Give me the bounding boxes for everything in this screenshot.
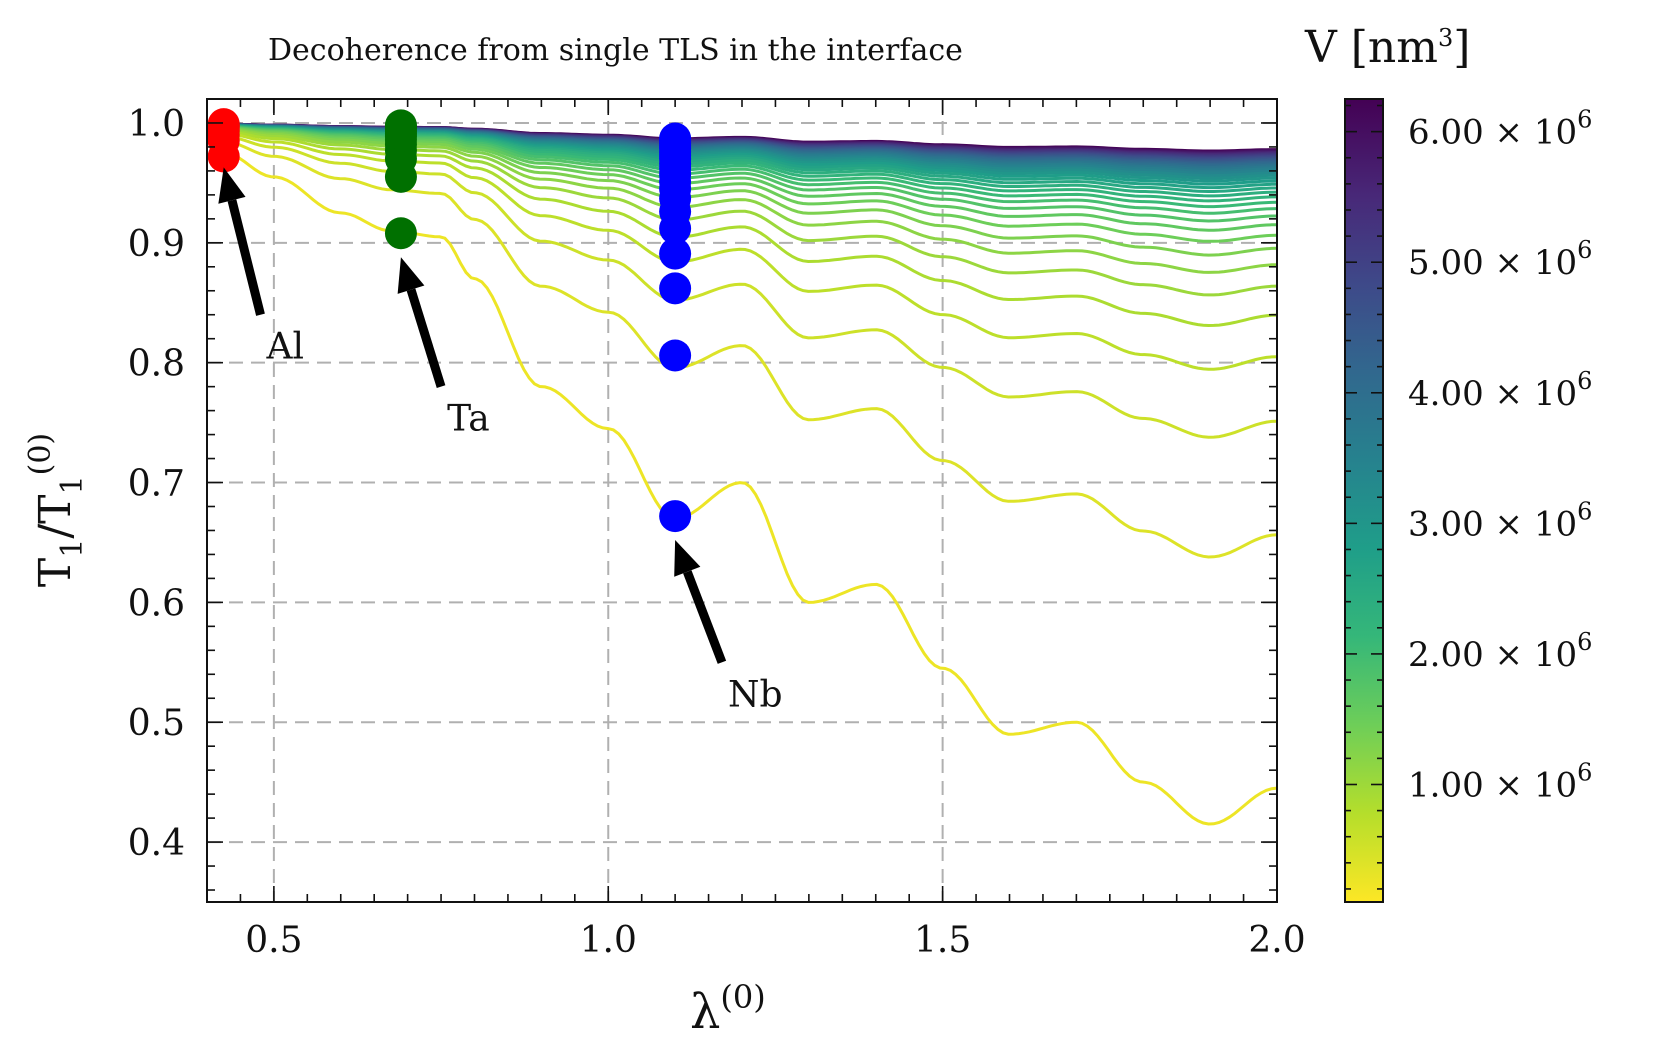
colorbar <box>1344 98 1384 903</box>
y-tick-label: 1.0 <box>128 104 185 145</box>
svg-text:T1/T1(0): T1/T1(0) <box>23 433 90 587</box>
grid-lines <box>207 99 1277 902</box>
x-axis-title: λ(0) <box>690 978 766 1040</box>
marker-ta <box>384 217 417 250</box>
annotation-label-ta: Ta <box>447 399 490 440</box>
marker-nb <box>659 122 692 155</box>
marker-nb <box>659 500 692 533</box>
material-markers <box>207 108 692 533</box>
annotation-arrow-ta <box>406 288 446 388</box>
series-lines <box>223 122 1277 826</box>
marker-ta <box>384 109 417 142</box>
y-tick-label: 0.5 <box>128 703 185 744</box>
annotation-arrow-al <box>227 199 265 316</box>
annotation-label-nb: Nb <box>728 674 783 715</box>
colorbar-tick-label: 3.00 × 106 <box>1408 497 1592 544</box>
x-tick-label: 1.0 <box>580 920 637 961</box>
colorbar-title: V [nm3] <box>1304 22 1470 73</box>
x-tick-label: 1.5 <box>914 920 971 961</box>
y-tick-label: 0.4 <box>128 823 185 864</box>
marker-al <box>207 108 240 141</box>
annotation-arrowhead-ta <box>397 257 425 294</box>
y-tick-label: 0.8 <box>128 344 185 385</box>
x-tick-label: 0.5 <box>245 920 302 961</box>
annotation-label-al: Al <box>266 327 305 368</box>
series-line <box>223 151 1277 826</box>
annotations: Al Ta Nb <box>218 167 782 715</box>
marker-nb <box>659 237 692 270</box>
marker-nb <box>659 272 692 305</box>
colorbar-ticks: 1.00 × 106 2.00 × 106 3.00 × 106 4.00 × 106… <box>1345 104 1592 890</box>
marker-nb <box>659 339 692 372</box>
axis-ticks: 0.5 1.0 1.5 2.0 0.4 0.5 0.6 0.7 0.8 0.9 1.0 <box>128 99 1306 961</box>
colorbar-tick-label: 4.00 × 106 <box>1408 367 1592 414</box>
y-tick-label: 0.7 <box>128 464 185 505</box>
x-tick-label: 2.0 <box>1248 920 1305 961</box>
y-tick-label: 0.9 <box>128 224 185 265</box>
annotation-arrowhead-al <box>218 167 246 204</box>
colorbar-tick-label: 5.00 × 106 <box>1408 236 1592 283</box>
y-axis-title: T1/T1(0) <box>23 433 90 587</box>
y-tick-label: 0.6 <box>128 583 185 624</box>
colorbar-tick-label: 1.00 × 106 <box>1408 758 1592 805</box>
colorbar-tick-label: 2.00 × 106 <box>1408 628 1592 675</box>
annotation-arrowhead-nb <box>674 540 701 577</box>
annotation-arrow-nb <box>683 570 727 664</box>
chart-title: Decoherence from single TLS in the inter… <box>268 33 963 68</box>
colorbar-tick-label: 6.00 × 106 <box>1408 106 1592 153</box>
